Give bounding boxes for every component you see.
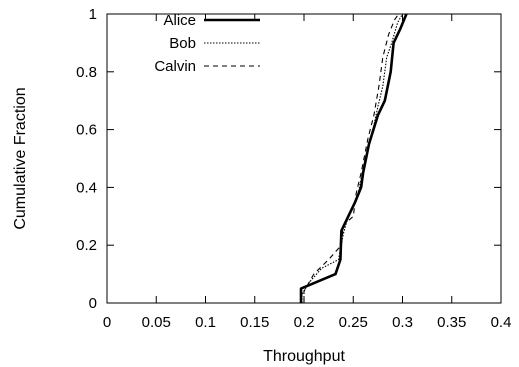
x-tick-label-0: 0 xyxy=(103,314,111,331)
legend-label-alice: Alice xyxy=(163,12,196,29)
x-tick-label-3: 0.15 xyxy=(240,314,269,331)
x-tick-label-5: 0.25 xyxy=(339,314,368,331)
series-line-alice xyxy=(299,13,408,303)
legend: Alice Bob Calvin xyxy=(154,12,260,75)
x-axis-label: Throughput xyxy=(263,348,345,365)
legend-label-calvin: Calvin xyxy=(154,58,196,75)
y-axis-label: Cumulative Fraction xyxy=(12,87,29,229)
series-line-bob xyxy=(301,13,403,303)
x-tick-label-1: 0.05 xyxy=(142,314,171,331)
x-tick-label-2: 0.1 xyxy=(195,314,216,331)
series-line-calvin xyxy=(303,13,400,303)
legend-label-bob: Bob xyxy=(169,35,196,52)
x-tick-label-4: 0.2 xyxy=(294,314,315,331)
axis-ticks: 0 0.05 0.1 0.15 0.2 0.25 0.3 0.35 0.4 0 0.2 0.4 0.6 0… xyxy=(76,6,511,331)
y-tick-label-5: 1 xyxy=(89,6,97,23)
y-tick-label-2: 0.4 xyxy=(76,179,97,196)
x-tick-label-8: 0.4 xyxy=(491,314,512,331)
series-lines xyxy=(299,13,408,303)
y-tick-label-0: 0 xyxy=(89,295,97,312)
x-tick-label-6: 0.3 xyxy=(392,314,413,331)
plot-frame xyxy=(106,13,502,304)
y-tick-label-4: 0.8 xyxy=(76,64,97,81)
x-tick-label-7: 0.35 xyxy=(437,314,466,331)
y-tick-label-3: 0.6 xyxy=(76,122,97,139)
y-tick-label-1: 0.2 xyxy=(76,237,97,254)
